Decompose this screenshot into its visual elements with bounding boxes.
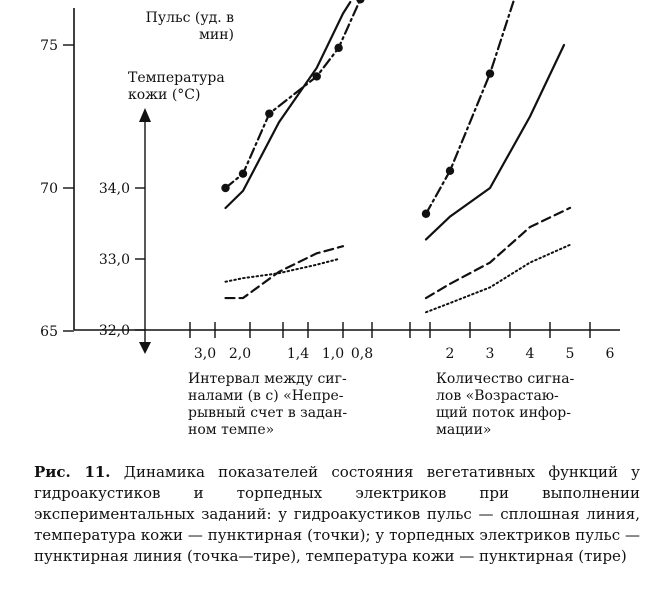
x-right-tick-label: 4: [526, 346, 535, 362]
x-right-tick-label: 2: [446, 346, 455, 362]
data-point-marker: [312, 72, 321, 81]
data-point-marker: [265, 109, 274, 118]
series-line-left-temp-dotted: [224, 258, 340, 283]
data-point-marker: [421, 209, 431, 218]
data-point-marker: [334, 43, 343, 53]
x-left-tick-label: 3,0: [194, 346, 216, 362]
x-right-tick-label: 6: [606, 346, 615, 362]
x-left-tick-label: 1,4: [287, 346, 309, 362]
series-line-right-temp-dotted: [425, 243, 571, 314]
pulse-axis-label: Пульс (уд. в мин): [145, 10, 234, 43]
series-line-right-pulse-dash-dot: [424, 0, 516, 215]
pulse-tick-label: 65: [40, 324, 58, 340]
temp-tick-label: 32,0: [99, 323, 130, 339]
data-point-marker: [238, 169, 248, 178]
data-point-marker: [356, 0, 365, 4]
series-line-left-temp-dashed: [224, 245, 345, 300]
pulse-tick-label: 70: [40, 181, 58, 197]
temp-tick-label: 34,0: [99, 181, 130, 197]
series-line-left-pulse-solid: [224, 0, 352, 210]
x-left-tick-label: 1,0: [322, 346, 344, 362]
temp-axis-arrow-up: [139, 108, 151, 122]
temp-axis-label: Температура кожи (°С): [128, 70, 225, 103]
figure-caption: Рис. 11. Динамика показателей состояния …: [34, 462, 640, 567]
caption-number: Рис. 11.: [34, 463, 111, 481]
x-left-tick-label: 0,8: [351, 346, 373, 362]
data-point-marker: [445, 166, 455, 176]
x-right-tick-label: 5: [566, 346, 575, 362]
series-line-right-temp-dashed: [424, 206, 572, 300]
caption-text: Динамика показателей состояния вегетатив…: [34, 463, 640, 565]
x-right-description: Количество сигна- лов «Возрастаю- щий по…: [436, 371, 575, 438]
temp-tick-label: 33,0: [99, 252, 130, 268]
series-line-right-pulse-solid: [424, 43, 566, 241]
x-left-description: Интервал между сиг- налами (в с) «Непре-…: [188, 371, 348, 438]
x-right-tick-label: 3: [486, 346, 495, 362]
x-left-tick-label: 2,0: [229, 346, 251, 362]
data-point-marker: [221, 183, 230, 193]
data-point-marker: [485, 69, 495, 78]
pulse-tick-label: 75: [40, 38, 58, 54]
series-line-left-pulse-dash-dot: [224, 0, 362, 190]
temp-axis-arrow-down: [139, 342, 151, 354]
